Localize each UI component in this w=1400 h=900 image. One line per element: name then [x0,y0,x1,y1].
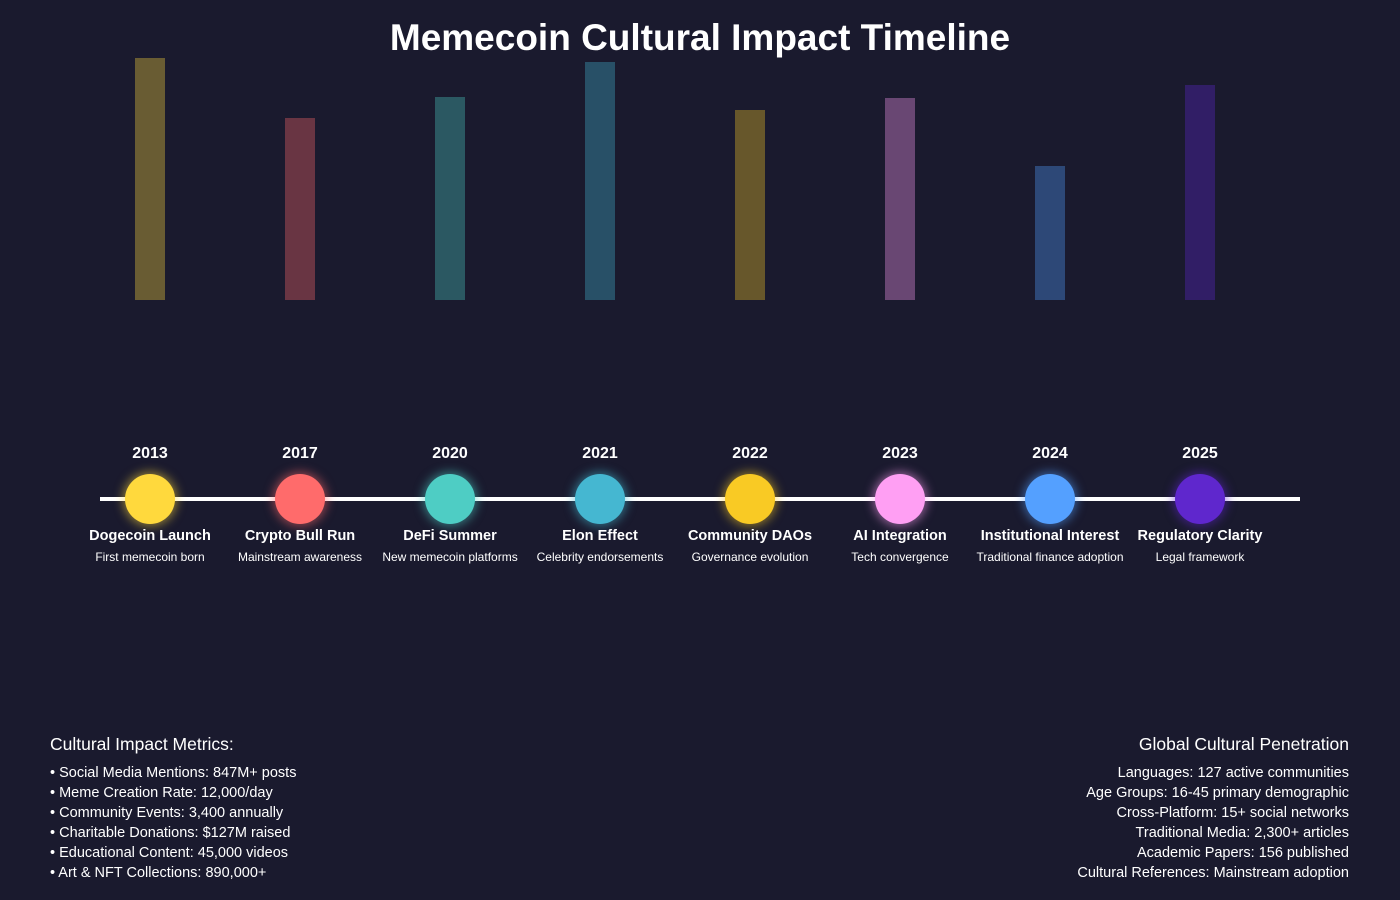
milestone-2024: 2024 Institutional Interest Traditional fi… [965,440,1135,566]
metric-item: • Community Events: 3,400 annually [50,805,284,821]
penetration-list: Languages: 127 active communities Age Gr… [849,763,1349,883]
milestone-2025: 2025 Regulatory Clarity Legal framework [1115,440,1285,566]
impact-bar-2023 [885,98,915,300]
milestone-description: Governance evolution [691,550,809,564]
cultural-impact-metrics-panel: Cultural Impact Metrics: • Social Media … [50,732,550,883]
milestone-year: 2020 [432,445,468,462]
milestone-year: 2022 [732,445,768,462]
milestone-year: 2025 [1182,445,1218,462]
milestone-event: Elon Effect [562,528,638,544]
milestone-description: Celebrity endorsements [536,550,664,564]
penetration-item: Cultural References: Mainstream adoption [1077,865,1349,881]
milestone-dot [425,474,475,524]
milestone-2023: 2023 AI Integration Tech convergence [815,440,985,566]
metric-item: • Educational Content: 45,000 videos [50,845,289,861]
milestone-dot [575,474,625,524]
milestone-2013: 2013 Dogecoin Launch First memecoin born [65,440,235,566]
metric-item: • Art & NFT Collections: 890,000+ [50,865,267,881]
impact-bar-2013 [135,58,165,300]
milestone-event: Crypto Bull Run [244,528,356,544]
impact-bar-2021 [585,62,615,300]
milestone-dot [725,474,775,524]
milestone-event: Regulatory Clarity [1137,528,1263,544]
milestone-description: New memecoin platforms [382,550,518,564]
milestone-dot [125,474,175,524]
milestone-dot [1175,474,1225,524]
penetration-item: Languages: 127 active communities [1117,765,1349,781]
metric-item: • Social Media Mentions: 847M+ posts [50,765,297,781]
global-penetration-panel: Global Cultural Penetration Languages: 1… [849,732,1349,883]
milestone-description: Legal framework [1155,550,1245,564]
milestone-dot [275,474,325,524]
milestone-2022: 2022 Community DAOs Governance evolution [665,440,835,566]
timeline-axis-line [100,497,1300,501]
impact-bar-2020 [435,97,465,300]
milestone-2017: 2017 Crypto Bull Run Mainstream awareness [215,440,385,566]
penetration-item: Cross-Platform: 15+ social networks [1116,805,1349,821]
impact-bar-2024 [1035,166,1065,300]
metrics-heading: Cultural Impact Metrics: [50,734,234,754]
impact-bar-2022 [735,110,765,300]
milestone-year: 2024 [1032,445,1068,462]
milestone-dot [875,474,925,524]
milestone-event: AI Integration [853,528,947,544]
milestone-event: Community DAOs [687,528,813,544]
milestone-description: Traditional finance adoption [976,550,1124,564]
milestone-dot [1025,474,1075,524]
penetration-heading: Global Cultural Penetration [1138,734,1349,754]
milestone-2021: 2021 Elon Effect Celebrity endorsements [515,440,685,566]
milestone-description: First memecoin born [95,550,205,564]
milestone-description: Mainstream awareness [237,550,363,564]
milestone-event: DeFi Summer [403,528,497,544]
milestone-year: 2021 [582,445,618,462]
milestone-description: Tech convergence [851,550,949,564]
impact-bar-2017 [285,118,315,300]
milestone-event: Institutional Interest [980,528,1120,544]
impact-bar-2025 [1185,85,1215,300]
metrics-list: • Social Media Mentions: 847M+ posts • M… [50,763,550,883]
milestone-year: 2017 [282,445,318,462]
milestone-event: Dogecoin Launch [89,528,211,544]
metric-item: • Meme Creation Rate: 12,000/day [50,785,273,801]
milestone-year: 2023 [882,445,918,462]
milestone-2020: 2020 DeFi Summer New memecoin platforms [365,440,535,566]
penetration-item: Age Groups: 16-45 primary demographic [1086,785,1349,801]
page-title: Memecoin Cultural Impact Timeline [389,17,1011,58]
penetration-item: Academic Papers: 156 published [1137,845,1349,861]
metric-item: • Charitable Donations: $127M raised [50,825,291,841]
milestone-year: 2013 [132,445,168,462]
penetration-item: Traditional Media: 2,300+ articles [1135,825,1349,841]
